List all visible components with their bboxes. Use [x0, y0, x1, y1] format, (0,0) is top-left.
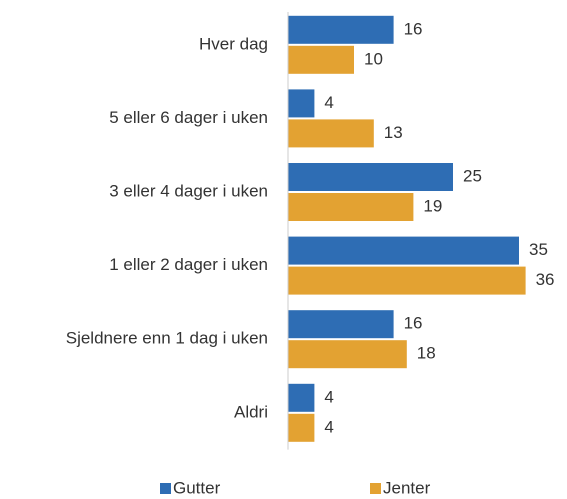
bar [288, 383, 315, 412]
bar [288, 193, 414, 221]
data-label: 4 [324, 387, 333, 406]
category-label: 5 eller 6 dager i uken [109, 108, 268, 127]
data-label: 25 [463, 166, 482, 185]
bar [288, 413, 315, 442]
data-label: 10 [364, 49, 383, 68]
legend-swatch [370, 483, 381, 494]
legend-swatch [160, 483, 171, 494]
category-label: Aldri [234, 402, 268, 421]
category-label: Hver dag [199, 34, 268, 53]
data-label: 4 [324, 93, 333, 112]
bar [288, 45, 354, 74]
legend-label: Jenter [383, 478, 431, 497]
bar [288, 236, 519, 265]
category-label: 3 eller 4 dager i uken [109, 181, 268, 200]
category-label: 1 eller 2 dager i uken [109, 255, 268, 274]
data-label: 36 [536, 270, 555, 289]
bar [288, 15, 394, 44]
legend-label: Gutter [173, 478, 221, 497]
data-label: 4 [324, 417, 333, 436]
bar [288, 119, 374, 148]
data-label: 13 [384, 123, 403, 142]
data-label: 16 [404, 19, 423, 38]
data-label: 19 [423, 196, 442, 215]
category-label: Sjeldnere enn 1 dag i uken [66, 329, 268, 348]
data-label: 16 [404, 314, 423, 333]
bar [288, 89, 315, 118]
bar [288, 266, 526, 295]
bar [288, 163, 453, 191]
data-label: 18 [417, 344, 436, 363]
bar [288, 310, 394, 339]
bar [288, 340, 407, 369]
data-label: 35 [529, 240, 548, 259]
